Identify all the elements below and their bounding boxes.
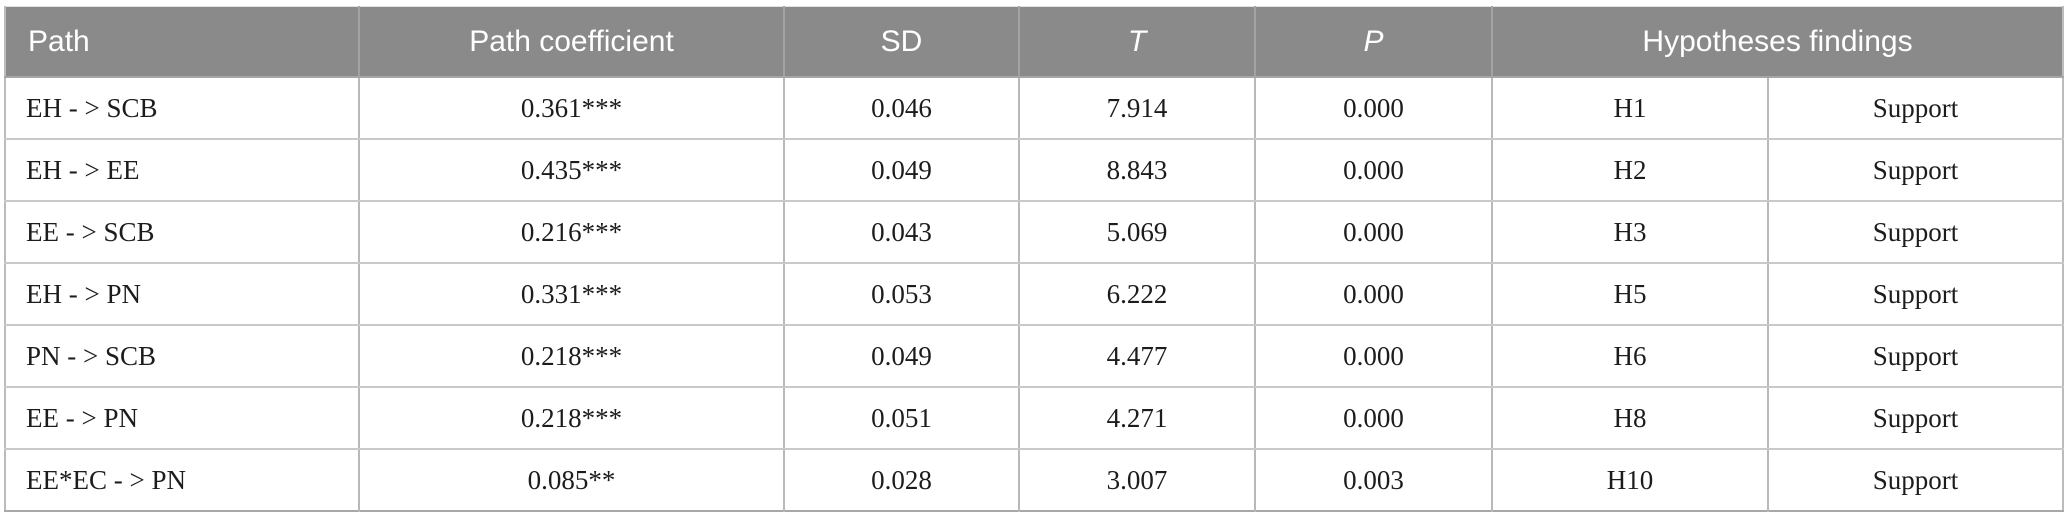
cell-path-coefficient: 0.216*** [359, 201, 785, 264]
cell-finding: Support [1768, 387, 2064, 450]
cell-finding: Support [1768, 449, 2064, 511]
cell-sd: 0.049 [784, 325, 1020, 388]
cell-hypothesis: H3 [1492, 201, 1769, 264]
table-row: EH - > SCB 0.361*** 0.046 7.914 0.000 H1… [5, 77, 2064, 140]
column-header-t: T [1019, 6, 1256, 78]
cell-t: 6.222 [1019, 263, 1256, 326]
cell-finding: Support [1768, 325, 2064, 388]
cell-hypothesis: H5 [1492, 263, 1769, 326]
column-header-path: Path [5, 6, 360, 78]
column-header-hypotheses-findings: Hypotheses findings [1492, 6, 2064, 78]
cell-path: EH - > PN [5, 263, 360, 326]
cell-path-coefficient: 0.361*** [359, 77, 785, 140]
cell-p: 0.000 [1255, 387, 1493, 450]
header-row: Path Path coefficient SD T P Hypotheses … [5, 6, 2064, 78]
cell-hypothesis: H10 [1492, 449, 1769, 511]
path-coefficients-table: Path Path coefficient SD T P Hypotheses … [4, 6, 2065, 512]
cell-t: 3.007 [1019, 449, 1256, 511]
table-figure: Path Path coefficient SD T P Hypotheses … [4, 6, 2065, 512]
cell-hypothesis: H2 [1492, 139, 1769, 202]
column-header-p: P [1255, 6, 1493, 78]
cell-path: PN - > SCB [5, 325, 360, 388]
cell-path-coefficient: 0.218*** [359, 387, 785, 450]
cell-finding: Support [1768, 201, 2064, 264]
cell-sd: 0.046 [784, 77, 1020, 140]
cell-sd: 0.043 [784, 201, 1020, 264]
cell-p: 0.000 [1255, 263, 1493, 326]
cell-path: EH - > EE [5, 139, 360, 202]
cell-hypothesis: H1 [1492, 77, 1769, 140]
cell-t: 4.271 [1019, 387, 1256, 450]
cell-path: EE*EC - > PN [5, 449, 360, 511]
table-row: EE - > SCB 0.216*** 0.043 5.069 0.000 H3… [5, 201, 2064, 264]
cell-path-coefficient: 0.085** [359, 449, 785, 511]
cell-p: 0.000 [1255, 77, 1493, 140]
cell-t: 5.069 [1019, 201, 1256, 264]
cell-path-coefficient: 0.435*** [359, 139, 785, 202]
cell-path-coefficient: 0.218*** [359, 325, 785, 388]
cell-p: 0.000 [1255, 139, 1493, 202]
table-row: PN - > SCB 0.218*** 0.049 4.477 0.000 H6… [5, 325, 2064, 388]
cell-hypothesis: H8 [1492, 387, 1769, 450]
cell-path: EE - > PN [5, 387, 360, 450]
cell-hypothesis: H6 [1492, 325, 1769, 388]
table-row: EH - > PN 0.331*** 0.053 6.222 0.000 H5 … [5, 263, 2064, 326]
cell-t: 7.914 [1019, 77, 1256, 140]
cell-path: EE - > SCB [5, 201, 360, 264]
table-body: EH - > SCB 0.361*** 0.046 7.914 0.000 H1… [5, 77, 2064, 511]
table-header: Path Path coefficient SD T P Hypotheses … [5, 6, 2064, 78]
cell-sd: 0.028 [784, 449, 1020, 511]
cell-t: 4.477 [1019, 325, 1256, 388]
cell-path-coefficient: 0.331*** [359, 263, 785, 326]
cell-finding: Support [1768, 77, 2064, 140]
cell-sd: 0.049 [784, 139, 1020, 202]
table-row: EE - > PN 0.218*** 0.051 4.271 0.000 H8 … [5, 387, 2064, 450]
cell-p: 0.000 [1255, 325, 1493, 388]
cell-t: 8.843 [1019, 139, 1256, 202]
cell-finding: Support [1768, 263, 2064, 326]
column-header-path-coefficient: Path coefficient [359, 6, 785, 78]
cell-finding: Support [1768, 139, 2064, 202]
cell-sd: 0.051 [784, 387, 1020, 450]
column-header-sd: SD [784, 6, 1020, 78]
cell-path: EH - > SCB [5, 77, 360, 140]
cell-p: 0.003 [1255, 449, 1493, 511]
cell-p: 0.000 [1255, 201, 1493, 264]
cell-sd: 0.053 [784, 263, 1020, 326]
table-row: EE*EC - > PN 0.085** 0.028 3.007 0.003 H… [5, 449, 2064, 511]
table-row: EH - > EE 0.435*** 0.049 8.843 0.000 H2 … [5, 139, 2064, 202]
